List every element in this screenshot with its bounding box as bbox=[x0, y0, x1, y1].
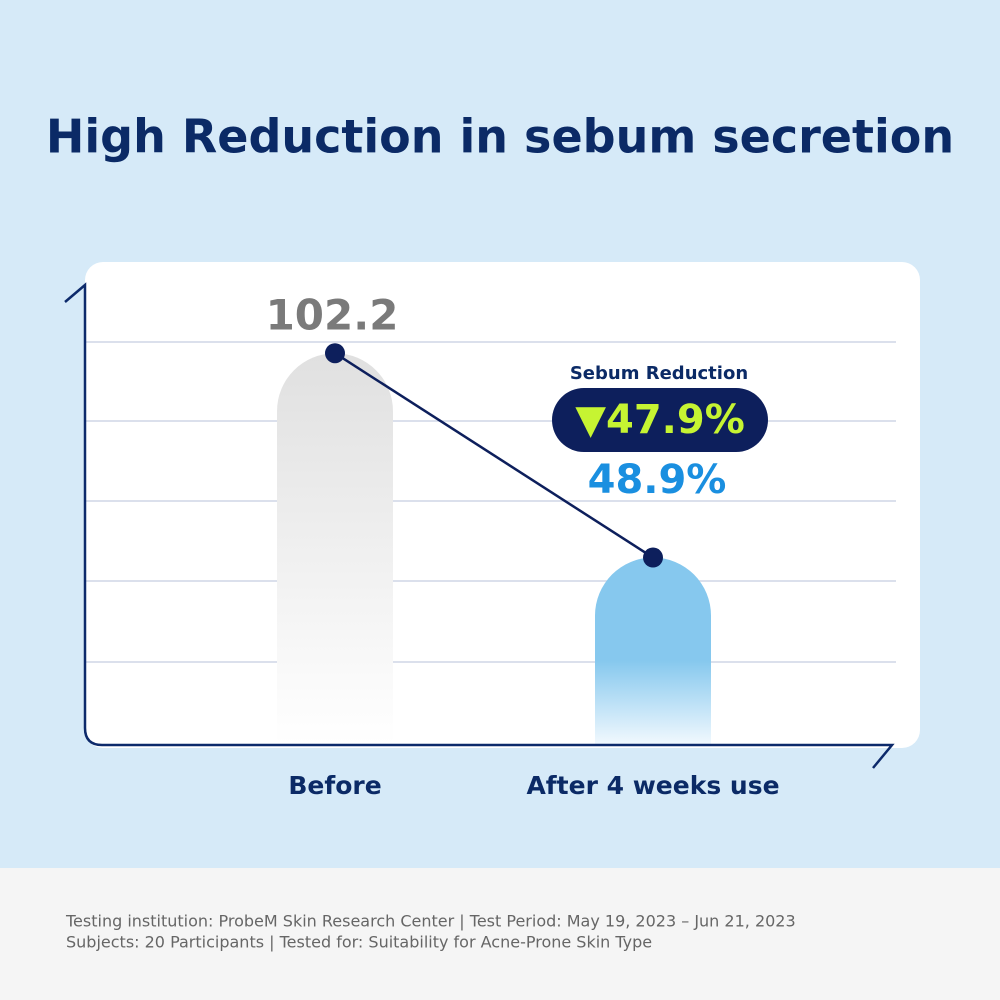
value-label: 48.9% bbox=[588, 457, 727, 503]
chart-card bbox=[85, 262, 920, 748]
footnote: Subjects: 20 Participants | Tested for: … bbox=[66, 933, 652, 952]
point bbox=[643, 547, 663, 568]
plot: Before After 4 weeks use 102.2 48.9% Sebum R… bbox=[266, 291, 780, 801]
chart-title: High Reduction in sebum secretion bbox=[46, 110, 954, 164]
point bbox=[325, 343, 345, 364]
value-label: 102.2 bbox=[266, 291, 399, 340]
axes bbox=[64, 282, 895, 769]
annotation-label: ▼47.9% bbox=[575, 397, 745, 443]
bar bbox=[595, 557, 711, 745]
bar bbox=[277, 353, 393, 745]
x-tick-label: After 4 weeks use bbox=[526, 771, 779, 800]
footer-background bbox=[0, 868, 1000, 1000]
footnote: Testing institution: ProbeM Skin Researc… bbox=[65, 912, 796, 931]
trend-line bbox=[334, 352, 654, 559]
annotation-pill bbox=[552, 388, 768, 452]
x-tick-label: Before bbox=[288, 771, 381, 800]
annotation-title: Sebum Reduction bbox=[570, 363, 748, 384]
